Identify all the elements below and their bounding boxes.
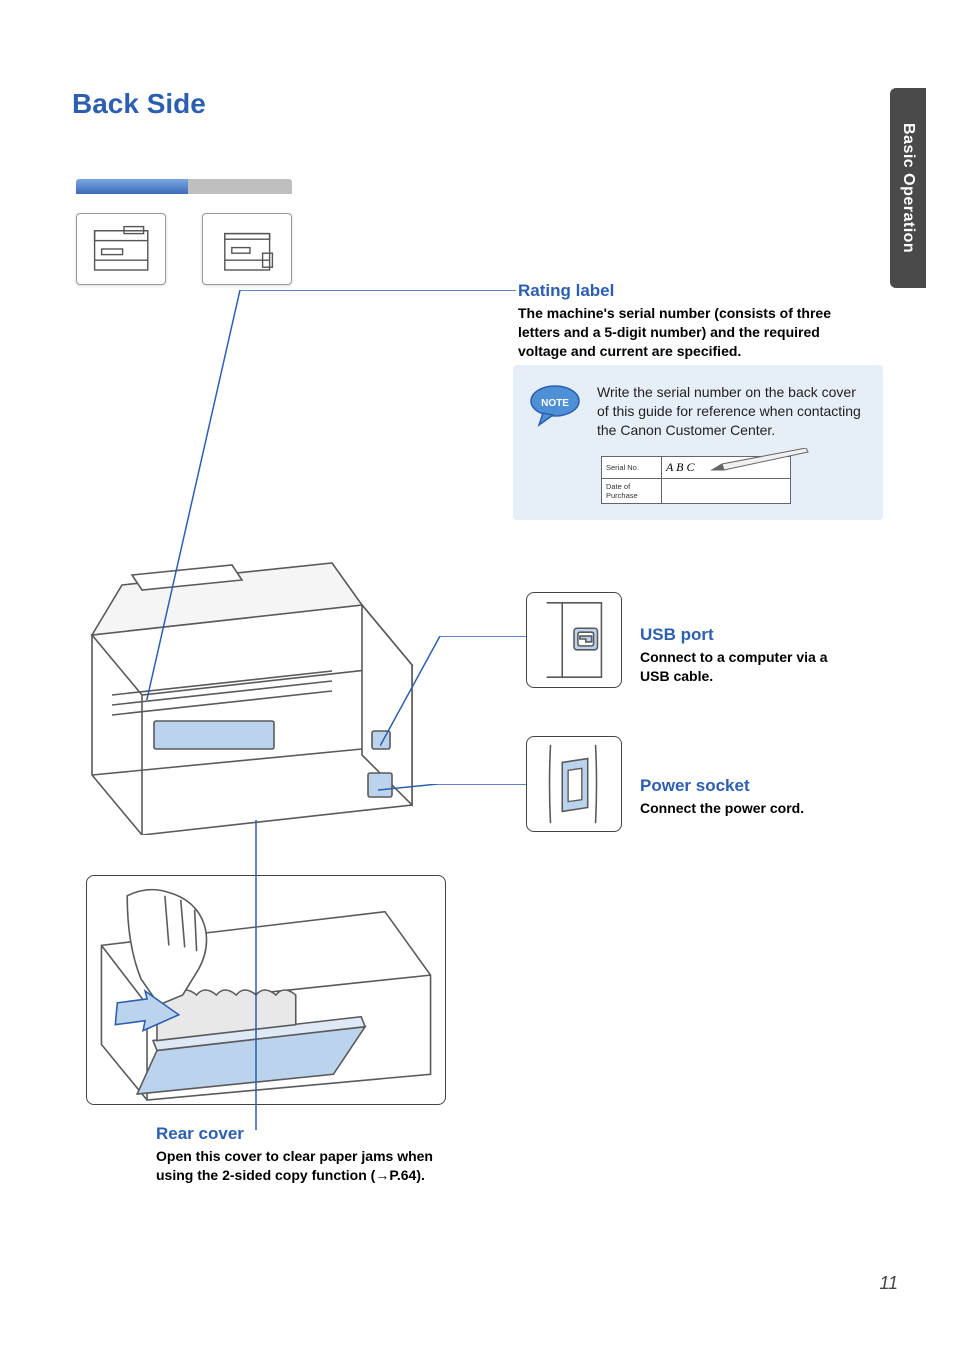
- date-purchase-label: Date of Purchase: [602, 478, 662, 503]
- callout-usb: USB port Connect to a computer via a USB…: [640, 625, 850, 686]
- tab-active: [76, 179, 188, 194]
- side-tab-label: Basic Operation: [899, 123, 917, 253]
- callout-power-heading: Power socket: [640, 776, 850, 796]
- serial-no-value: A B C: [666, 460, 694, 474]
- serial-no-label: Serial No.: [602, 456, 662, 478]
- date-purchase-value: [662, 478, 791, 503]
- page-title: Back Side: [72, 88, 206, 120]
- note-badge-text: NOTE: [541, 398, 569, 409]
- callout-rear-text: Open this cover to clear paper jams when…: [156, 1147, 456, 1185]
- side-tab: Basic Operation: [890, 88, 926, 288]
- note-text: Write the serial number on the back cove…: [597, 383, 867, 440]
- callout-rear: Rear cover Open this cover to clear pape…: [156, 1124, 456, 1185]
- variant-thumb-2: [202, 213, 292, 285]
- callout-power: Power socket Connect the power cord.: [640, 776, 850, 818]
- callout-rating-heading: Rating label: [518, 281, 860, 301]
- callout-power-text: Connect the power cord.: [640, 799, 850, 818]
- tab-inactive: [188, 179, 292, 194]
- callout-rating-text: The machine's serial number (consists of…: [518, 304, 860, 361]
- page-number: 11: [879, 1273, 898, 1294]
- tab-bar: [76, 179, 292, 194]
- callout-rating: Rating label The machine's serial number…: [518, 281, 860, 361]
- serial-table: Serial No. A B C Date of Purchase: [601, 456, 791, 504]
- callout-usb-text: Connect to a computer via a USB cable.: [640, 648, 850, 686]
- callout-rear-heading: Rear cover: [156, 1124, 456, 1144]
- note-badge-icon: NOTE: [529, 383, 585, 427]
- note-box: NOTE Write the serial number on the back…: [513, 365, 883, 520]
- variant-thumb-1: [76, 213, 166, 285]
- printer-back-illustration: [72, 545, 432, 835]
- usb-port-illustration: [526, 592, 622, 688]
- rear-cover-illustration: [86, 875, 446, 1105]
- callout-usb-heading: USB port: [640, 625, 850, 645]
- power-socket-illustration: [526, 736, 622, 832]
